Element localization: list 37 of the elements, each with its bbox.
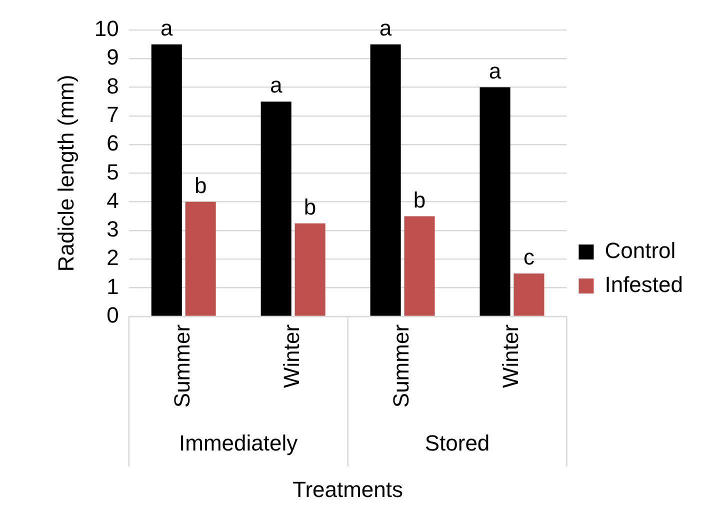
text: Stored bbox=[424, 430, 490, 456]
y-tick-label: 7 bbox=[106, 102, 119, 128]
text: Immediately bbox=[179, 430, 298, 456]
data-label: b bbox=[304, 194, 316, 220]
data-label: b bbox=[413, 187, 426, 212]
bar bbox=[480, 87, 510, 316]
y-tick-label: 10 bbox=[94, 16, 119, 42]
y-tick-label: 9 bbox=[106, 44, 119, 70]
data-label: a bbox=[379, 15, 392, 40]
bar bbox=[294, 223, 326, 316]
data-label: a bbox=[270, 72, 283, 98]
bar bbox=[151, 44, 182, 316]
y-axis-title: Radicle length (mm) bbox=[53, 74, 78, 272]
y-tick-label: 0 bbox=[106, 302, 119, 328]
y-tick-label: 6 bbox=[106, 130, 119, 156]
y-tick-label: 8 bbox=[106, 73, 119, 98]
data-label: a bbox=[488, 58, 502, 84]
x-tick-label: Winter bbox=[279, 324, 304, 388]
x-tick-label: Summer bbox=[170, 324, 195, 408]
y-tick-label: 3 bbox=[106, 216, 119, 242]
x-tick-label: Summer bbox=[388, 324, 414, 408]
legend-label: Infested bbox=[604, 272, 684, 298]
data-label: a bbox=[160, 15, 174, 40]
bar bbox=[370, 44, 401, 316]
y-tick-label: 2 bbox=[106, 245, 119, 270]
y-tick-label: 5 bbox=[106, 159, 119, 184]
bar bbox=[260, 102, 292, 316]
data-label: c bbox=[523, 244, 534, 270]
y-tick-label: 1 bbox=[106, 274, 119, 299]
legend-label: Control bbox=[604, 238, 676, 264]
bar bbox=[514, 274, 544, 316]
bar bbox=[185, 202, 216, 316]
y-tick-label: 4 bbox=[106, 188, 119, 213]
x-axis-title: Treatments bbox=[292, 476, 404, 502]
x-tick-label: Winter bbox=[498, 324, 524, 388]
bar bbox=[404, 216, 435, 316]
data-label: b bbox=[194, 172, 207, 198]
